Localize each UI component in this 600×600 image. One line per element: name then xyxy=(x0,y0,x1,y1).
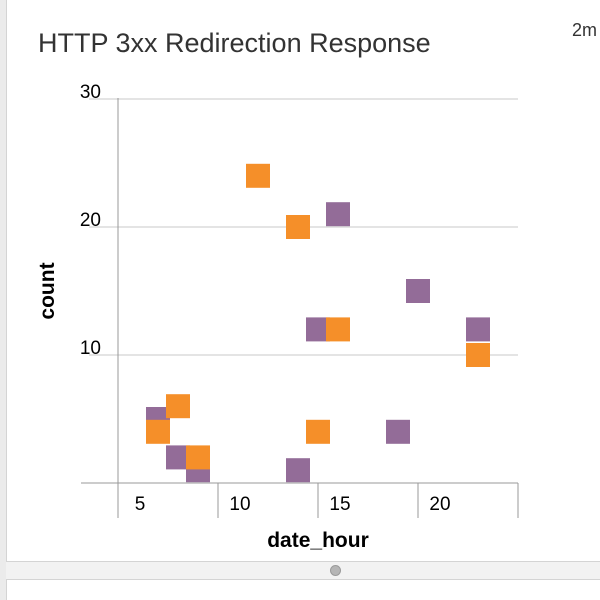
data-point xyxy=(326,317,350,342)
x-tick-label: 5 xyxy=(135,494,146,515)
next-panel xyxy=(6,580,600,600)
x-tick-label: 10 xyxy=(229,494,250,515)
data-point xyxy=(466,343,490,367)
x-tick-label: 15 xyxy=(329,494,350,515)
panel-title: HTTP 3xx Redirection Response xyxy=(38,28,431,58)
data-point xyxy=(286,458,310,483)
data-point xyxy=(186,445,210,470)
x-tick-label: 20 xyxy=(429,494,450,515)
x-axis-title: date_hour xyxy=(267,529,369,552)
y-tick-label: 30 xyxy=(80,82,101,103)
marks-layer xyxy=(146,163,490,483)
data-point xyxy=(286,215,310,239)
scatter-chart: 10 20 30 5 10 15 20 date_hour count xyxy=(36,82,519,552)
y-tick-label: 10 xyxy=(80,338,101,359)
data-point xyxy=(406,279,430,303)
data-point xyxy=(326,202,350,227)
panel-time-label[interactable]: 2m xyxy=(572,20,598,40)
panel-resize-bar[interactable] xyxy=(6,562,600,580)
data-point xyxy=(166,394,190,419)
data-point xyxy=(306,419,330,444)
data-point xyxy=(466,317,490,342)
y-axis-title: count xyxy=(36,262,59,319)
data-point xyxy=(246,163,270,188)
axis-layer: 10 20 30 5 10 15 20 xyxy=(80,82,519,518)
data-point xyxy=(146,419,170,444)
data-point xyxy=(386,419,410,444)
resize-handle[interactable] xyxy=(330,565,341,576)
y-tick-label: 20 xyxy=(80,210,101,231)
